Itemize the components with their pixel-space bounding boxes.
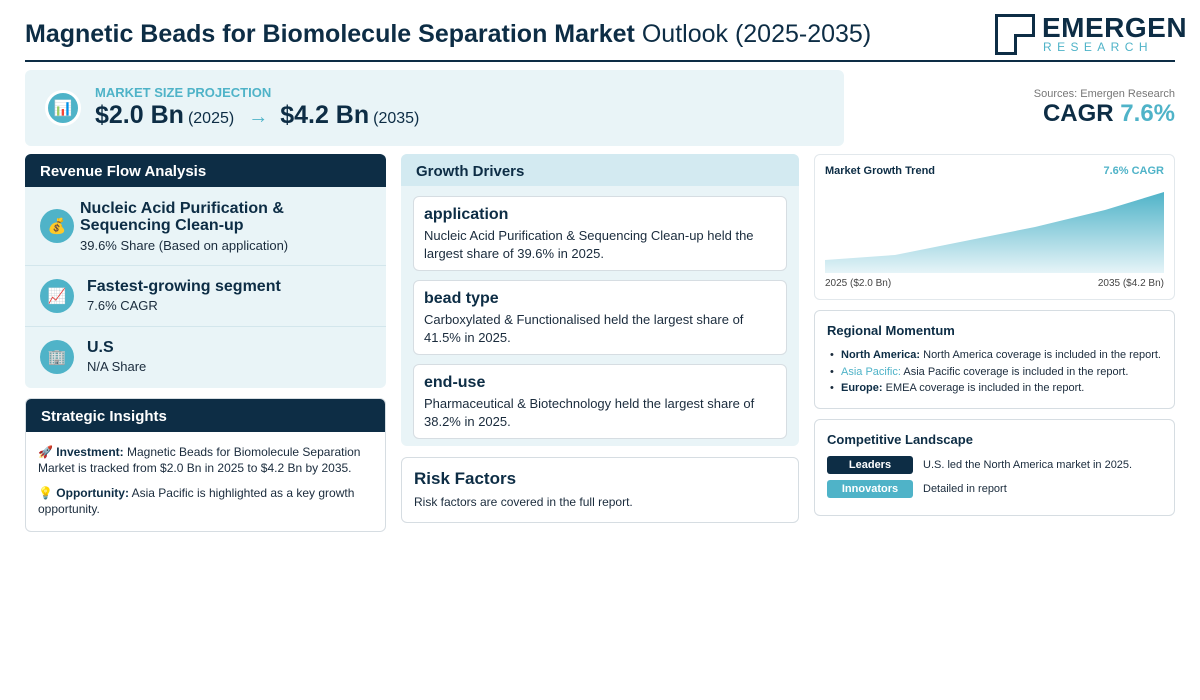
region-text: Asia Pacific coverage is included in the…	[903, 365, 1129, 378]
leaders-text: U.S. led the North America market in 202…	[923, 459, 1133, 471]
lightbulb-icon: 💡	[38, 486, 53, 500]
start-year: (2025)	[187, 110, 235, 127]
list-item: North America: North America coverage is…	[827, 347, 1162, 364]
list-item: Asia Pacific: Asia Pacific coverage is i…	[827, 364, 1162, 381]
opportunity-label: Opportunity:	[56, 486, 129, 500]
competitive-landscape-panel: Competitive Landscape Leaders U.S. led t…	[814, 419, 1175, 516]
page-title: Magnetic Beads for Biomolecule Separatio…	[25, 20, 871, 49]
trend-title: Market Growth Trend	[825, 165, 936, 177]
end-value: $4.2 Bn	[280, 101, 370, 129]
growth-drivers-title: Growth Drivers	[401, 154, 799, 186]
competitive-landscape-title: Competitive Landscape	[827, 432, 973, 447]
revenue-flow-panel: Revenue Flow Analysis 💰 Nucleic Acid Pur…	[25, 154, 386, 388]
market-size-projection: 📊 MARKET SIZE PROJECTION $2.0 Bn (2025) → $…	[25, 70, 844, 146]
cagr-value: 7.6%	[1120, 100, 1175, 127]
investment-insight: 🚀 Investment: Magnetic Beads for Biomole…	[26, 444, 385, 476]
trend-cagr: 7.6% CAGR	[1103, 165, 1164, 177]
risk-factors-panel: Risk Factors Risk factors are covered in…	[401, 457, 799, 523]
page-title-bold: Magnetic Beads for Biomolecule Separatio…	[25, 20, 635, 48]
regional-momentum-panel: Regional Momentum North America: North A…	[814, 310, 1175, 409]
regional-momentum-title: Regional Momentum	[827, 323, 955, 338]
bar-chart-icon: 📊	[45, 90, 81, 126]
end-year: (2035)	[373, 110, 420, 127]
driver-heading: end-use	[424, 374, 486, 391]
investment-text: Magnetic Beads for Biomolecule Separatio…	[38, 445, 361, 475]
driver-heading: application	[424, 206, 509, 223]
revenue-flow-title: Revenue Flow Analysis	[25, 154, 386, 187]
header: Magnetic Beads for Biomolecule Separatio…	[25, 12, 1187, 62]
innovators-text: Detailed in report	[923, 483, 1007, 495]
risk-factors-title: Risk Factors	[414, 469, 517, 488]
revenue-item-fastest: 📈 Fastest-growing segment 7.6% CAGR	[25, 266, 386, 327]
building-icon: 🏢	[40, 340, 74, 374]
list-item: Europe: EMEA coverage is included in the…	[827, 380, 1162, 397]
money-bag-icon: 💰	[40, 209, 74, 243]
arrow-right-icon: →	[248, 106, 269, 128]
driver-heading: bead type	[424, 290, 499, 307]
logo-mark-icon	[995, 14, 1035, 55]
competitive-row-leaders: Leaders U.S. led the North America marke…	[827, 456, 1162, 480]
projection-label: MARKET SIZE PROJECTION	[95, 85, 272, 100]
revenue-item-sub: N/A Share	[87, 359, 147, 374]
region-text: EMEA coverage is included in the report.	[885, 382, 1085, 394]
driver-text: Pharmaceutical & Biotechnology held the …	[424, 396, 755, 429]
region-name: Asia Pacific:	[841, 365, 901, 378]
trend-area-chart	[825, 192, 1164, 273]
region-text: North America coverage is included in th…	[923, 349, 1161, 361]
sources-text: Sources: Emergen Research	[1033, 88, 1175, 100]
revenue-item-region: 🏢 U.S N/A Share	[25, 327, 386, 388]
regional-list: North America: North America coverage is…	[827, 347, 1162, 397]
investment-label: Investment:	[56, 445, 124, 459]
emergen-logo[interactable]: EMERGEN RESEARCH	[995, 12, 1187, 56]
trend-end-label: 2035 ($4.2 Bn)	[1097, 278, 1164, 289]
trend-area	[825, 192, 1164, 273]
driver-text: Nucleic Acid Purification & Sequencing C…	[424, 228, 754, 261]
market-growth-trend-panel: Market Growth Trend 7.6% CAGR 2025 ($2.0…	[814, 154, 1175, 300]
logo-subtitle: RESEARCH	[1043, 40, 1153, 54]
projection-values: $2.0 Bn (2025) → $4.2 Bn (2035)	[95, 101, 419, 130]
revenue-item-title: Nucleic Acid Purification & Sequencing C…	[80, 200, 284, 234]
opportunity-text: Asia Pacific is highlighted as a key gro…	[38, 486, 355, 516]
page-title-rest: Outlook (2025-2035)	[641, 20, 872, 48]
rocket-icon: 🚀	[38, 445, 53, 459]
cagr-label: CAGR	[1042, 100, 1114, 127]
driver-card-end-use: end-use Pharmaceutical & Biotechnology h…	[413, 364, 787, 439]
cagr-headline: CAGR 7.6%	[1043, 100, 1175, 128]
revenue-item-sub: 7.6% CAGR	[87, 298, 158, 313]
revenue-item-segment: 💰 Nucleic Acid Purification & Sequencing…	[25, 187, 386, 266]
risk-factors-text: Risk factors are covered in the full rep…	[414, 495, 633, 509]
region-name: North America:	[841, 349, 921, 361]
driver-text: Carboxylated & Functionalised held the l…	[424, 312, 744, 345]
revenue-item-sub: 39.6% Share (Based on application)	[80, 238, 289, 253]
trend-start-label: 2025 ($2.0 Bn)	[825, 278, 892, 289]
region-name: Europe:	[841, 382, 883, 394]
trending-up-icon: 📈	[40, 279, 74, 313]
opportunity-insight: 💡 Opportunity: Asia Pacific is highlight…	[26, 485, 385, 517]
start-value: $2.0 Bn	[95, 101, 184, 129]
logo-name: EMERGEN	[1042, 12, 1188, 43]
strategic-insights-title: Strategic Insights	[26, 399, 385, 432]
leaders-badge: Leaders	[827, 456, 913, 474]
competitive-row-innovators: Innovators Detailed in report	[827, 480, 1162, 504]
driver-card-application: application Nucleic Acid Purification & …	[413, 196, 787, 271]
strategic-insights-panel: Strategic Insights 🚀 Investment: Magneti…	[25, 398, 386, 532]
innovators-badge: Innovators	[827, 480, 913, 498]
revenue-item-title: U.S	[87, 339, 114, 356]
revenue-item-title: Fastest-growing segment	[87, 278, 281, 295]
growth-drivers-panel: Growth Drivers application Nucleic Acid …	[401, 154, 799, 446]
driver-card-bead-type: bead type Carboxylated & Functionalised …	[413, 280, 787, 355]
